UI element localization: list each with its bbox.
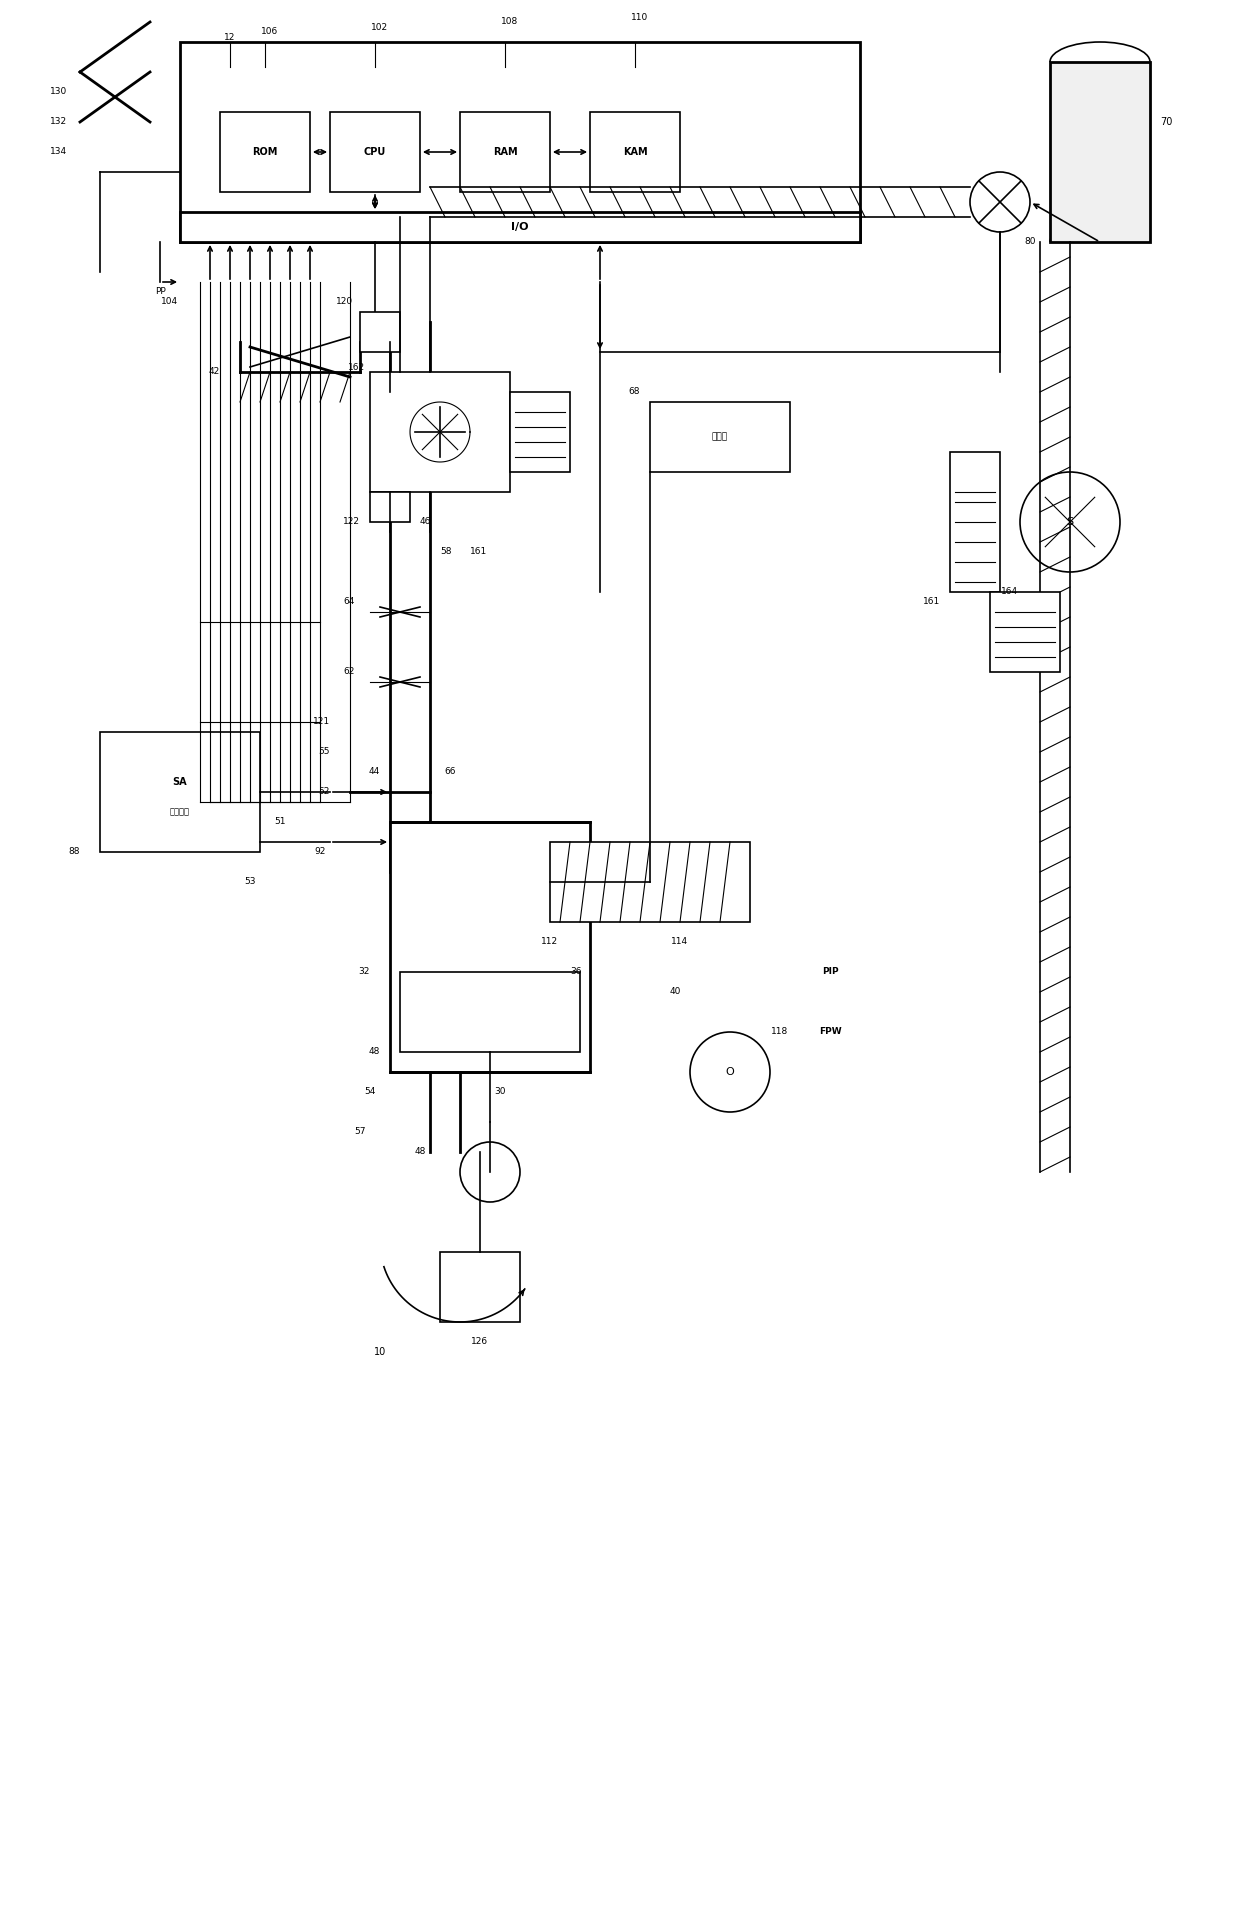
Text: 121: 121 <box>312 717 330 727</box>
Text: 32: 32 <box>358 967 370 976</box>
Text: 110: 110 <box>631 13 649 21</box>
Text: 161: 161 <box>923 598 940 607</box>
Text: 112: 112 <box>542 938 558 946</box>
Bar <box>180 42 861 242</box>
Bar <box>401 973 580 1051</box>
Text: 162: 162 <box>348 363 365 371</box>
Text: 118: 118 <box>771 1028 789 1036</box>
Text: 92: 92 <box>314 848 326 857</box>
Bar <box>650 402 790 473</box>
Text: PP: PP <box>155 288 165 296</box>
Text: 点火系统: 点火系统 <box>170 807 190 817</box>
Bar <box>330 111 420 192</box>
Text: 62: 62 <box>343 667 355 677</box>
Text: 70: 70 <box>1159 117 1172 127</box>
Text: 57: 57 <box>355 1128 366 1136</box>
Text: 132: 132 <box>50 117 67 127</box>
Text: 130: 130 <box>50 88 67 96</box>
Text: 64: 64 <box>343 598 355 607</box>
Bar <box>1050 62 1149 242</box>
Text: 44: 44 <box>368 767 379 776</box>
Text: I/O: I/O <box>511 223 528 233</box>
Bar <box>360 311 401 352</box>
Bar <box>510 392 570 473</box>
Bar <box>219 111 310 192</box>
Text: 104: 104 <box>161 298 179 306</box>
Text: 36: 36 <box>570 967 582 976</box>
Bar <box>590 111 680 192</box>
Text: 10: 10 <box>374 1347 386 1357</box>
Text: 30: 30 <box>495 1088 506 1096</box>
Text: S: S <box>1066 517 1074 527</box>
Text: 122: 122 <box>343 517 360 527</box>
Bar <box>180 211 861 242</box>
Text: 48: 48 <box>368 1047 379 1057</box>
Text: 68: 68 <box>629 388 640 396</box>
Bar <box>551 842 750 923</box>
Text: 120: 120 <box>336 298 353 306</box>
Bar <box>990 592 1060 673</box>
Text: 126: 126 <box>471 1338 489 1347</box>
Text: 80: 80 <box>1024 238 1035 246</box>
Bar <box>391 823 590 1072</box>
Text: PIP: PIP <box>822 967 838 976</box>
Text: 58: 58 <box>440 548 451 557</box>
Text: 40: 40 <box>670 988 681 996</box>
Text: 53: 53 <box>244 878 255 886</box>
Text: 134: 134 <box>50 148 67 156</box>
Text: 88: 88 <box>68 848 81 857</box>
Bar <box>370 492 410 523</box>
Text: 102: 102 <box>372 23 388 31</box>
Text: O: O <box>725 1067 734 1076</box>
Text: ROM: ROM <box>252 146 278 158</box>
Text: 52: 52 <box>319 788 330 796</box>
Bar <box>370 373 510 492</box>
Text: 161: 161 <box>470 548 487 557</box>
Text: 驱动器: 驱动器 <box>712 432 728 442</box>
Text: SA: SA <box>172 776 187 786</box>
Text: 106: 106 <box>262 27 279 37</box>
Text: 108: 108 <box>501 17 518 27</box>
Text: 48: 48 <box>414 1147 425 1157</box>
Text: 12: 12 <box>224 33 236 42</box>
Bar <box>460 111 551 192</box>
Text: 54: 54 <box>365 1088 376 1096</box>
Bar <box>440 1251 520 1322</box>
Text: 46: 46 <box>420 517 432 527</box>
Text: FPW: FPW <box>818 1028 841 1036</box>
Text: 55: 55 <box>319 748 330 757</box>
Bar <box>100 732 260 851</box>
Text: 51: 51 <box>274 817 285 826</box>
Text: 66: 66 <box>444 767 456 776</box>
Text: RAM: RAM <box>492 146 517 158</box>
Text: 164: 164 <box>1002 588 1018 596</box>
Text: 114: 114 <box>671 938 688 946</box>
Text: KAM: KAM <box>622 146 647 158</box>
Text: 42: 42 <box>208 367 219 377</box>
Bar <box>950 452 999 592</box>
Text: CPU: CPU <box>363 146 386 158</box>
